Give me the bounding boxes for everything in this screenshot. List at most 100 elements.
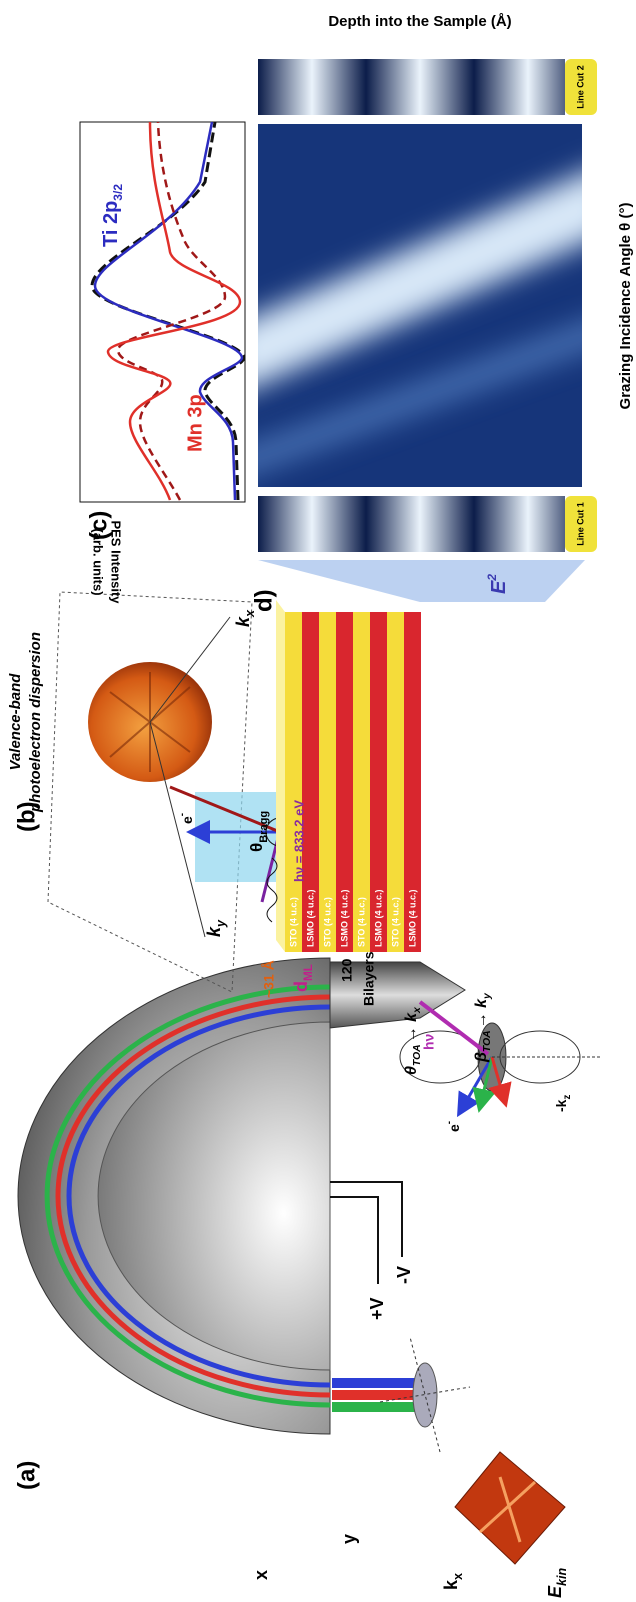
label-sub: x [243,609,257,618]
layer [404,612,421,952]
mn-curve [106,121,242,501]
reflected-ray [169,785,281,834]
line-cut-tag [565,59,597,115]
photon-energy: hν = 833.2 eV [291,800,306,882]
panel-label: (a) [13,1461,40,1490]
label-sub: 3/2 [111,184,125,201]
multilayer-stack: STO (4 u.c.) LSMO (4 u.c.) STO (4 u.c.) LSM… [285,612,421,952]
ky-axis [149,721,206,938]
stack-top [276,600,285,952]
label-base: θ [403,1066,420,1075]
voltage-label: -V [394,1266,414,1284]
label-sub: y [482,992,493,1000]
panel-title: photoelectron dispersion [27,632,44,813]
electron-label: e- [177,813,195,824]
period-label: ~31 Å [261,960,277,998]
label-base: E [545,1585,565,1598]
photon-label: hν [421,1033,437,1050]
axis-label: kx [441,1573,466,1590]
layer [302,612,319,952]
bilayer-count: 120 [339,958,355,982]
panel-title: Valence-band [7,673,24,771]
panel-label: (b) [13,801,40,832]
heatmap-band [258,312,582,482]
detector-texture [478,1476,537,1543]
layer-label: STO (4 u.c.) [390,897,400,947]
landscape-figure: (a) x y kx Ekin +V -V e- hν θTOA→ kx βTO… [7,13,634,1598]
lens-tube [329,961,466,1029]
photon-plane [195,792,280,882]
voltage-label: +V [367,1297,387,1320]
label-base: k [441,1579,461,1590]
wire [330,1181,403,1257]
axis-label: Ekin [545,1567,570,1598]
rotation-theta [399,1030,481,1084]
line-cut-label: Line Cut 2 [575,65,585,109]
layer-label: STO (4 u.c.) [356,897,366,947]
heatmap-band [258,162,582,397]
label-arrow: → k [473,998,490,1028]
layer [319,612,336,952]
label-sub: TOA [412,1044,423,1066]
field-wedge [258,560,585,602]
photon-arrow [418,1000,490,1056]
beam [332,1390,420,1400]
y-axis-label: (arb. units) [91,528,106,595]
trajectory [55,994,331,1398]
label-base: E [488,580,510,594]
line-cut-label: Line Cut 1 [575,502,585,546]
layer-label: LSMO (4 u.c.) [373,889,383,947]
line-cut-tag [565,496,597,552]
axis-label: kx [233,609,258,627]
series-label: Mn 3p [184,394,206,452]
label-sub: Bragg [258,811,270,843]
beam [332,1378,420,1388]
layer-label: LSMO (4 u.c.) [407,889,417,947]
axis-label: x [251,1570,271,1580]
heatmap-clip [258,162,582,482]
label-base: Ti 2p [100,201,122,247]
layer [353,612,370,952]
arrow [472,1056,496,1113]
plot-frame [79,121,246,503]
label-sub: x [412,1006,423,1014]
line-cut [258,496,565,552]
axis-label: y [339,1534,359,1544]
standing-wave [266,857,278,923]
label-base: k [204,926,224,937]
label-base: -k [553,1099,569,1112]
layer [285,612,302,952]
depth-label: Depth into the Sample (Å) [328,13,511,30]
electron-arrow [456,1056,494,1118]
label-sup: 2 [485,574,499,582]
ti-curve [93,121,244,501]
label-base: e [179,816,195,824]
wire [330,1196,379,1284]
k-plane [47,591,253,993]
kz-label: -kz [553,1095,573,1112]
panel-label: d) [250,589,277,612]
label-sub: kin [555,1567,569,1586]
layer-label: STO (4 u.c.) [288,897,298,947]
layer [370,612,387,952]
trajectory [66,1004,331,1388]
label-sup: - [177,813,188,816]
detector-plate [412,1362,438,1428]
inner-hemisphere [97,1021,331,1371]
label-sup: - [444,1121,455,1124]
line-cut [258,59,565,115]
label-sub: ML [302,964,315,981]
label-sub: z [562,1095,573,1100]
label-base: β [473,1052,490,1063]
label-arrow: → k [403,1012,420,1042]
label-base: θ [247,843,266,852]
panel-label: (c) [85,511,112,540]
y-axis-label: PES Intensity [109,520,124,604]
theta-label: θTOA → kx [403,1006,423,1075]
layer-label: STO (4 u.c.) [322,897,332,947]
beta-label: βTOA → ky [473,992,493,1063]
layer-label: LSMO (4 u.c.) [339,889,349,947]
label-base: e [446,1124,462,1132]
label-base: k [233,616,253,627]
